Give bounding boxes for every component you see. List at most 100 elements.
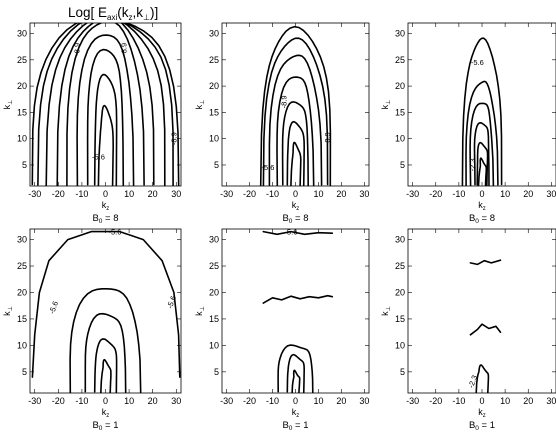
contour-line [56,23,155,186]
x-tick-label: 30 [359,189,369,199]
x-tick-label: -20 [429,396,442,406]
contour-value-label: -5.6 [47,300,60,315]
x-tick-label: 0 [479,189,484,199]
contour-lines [31,23,180,186]
y-tick-label: 15 [209,107,219,117]
panel-caption: B0 = 1 [92,420,118,432]
contour-value-label: -8.9 [120,43,129,56]
plot-frame [407,22,556,187]
contour-line [31,23,180,186]
x-tick-label: 10 [313,396,323,406]
y-tick-label: 20 [17,287,27,297]
y-tick-label: 15 [17,107,27,117]
x-tick-label: 0 [479,396,484,406]
y-tick-label: 15 [209,314,219,324]
y-tick-label: 30 [395,235,405,245]
contour-value-label: -2.3 [466,374,479,389]
contour-line [76,34,135,186]
x-tick-label: -30 [28,396,41,406]
y-axis-label: k⊥ [2,100,14,110]
panels-group: -8.9 -8.9 -8.9 -5.6 -30 -20 -10 0 10 20 30 5 10 15 20 2… [2,22,556,432]
contour-line [477,157,488,186]
y-tick-label: 5 [400,160,405,170]
contour-line [469,102,495,186]
y-tick-label: 20 [17,81,27,91]
y-tick-label: 15 [395,314,405,324]
y-tick-label: 5 [400,367,405,377]
contour-line [286,120,306,186]
x-tick-label: 30 [546,396,556,406]
y-tick-label: 20 [209,287,219,297]
y-tick-label: 5 [22,160,27,170]
panel-top-right: -5.6 -2.3 -30 -20 -10 0 10 20 30 5 10 15 20 25 30 kzB0 … [380,22,556,225]
contour-lines [31,230,181,393]
x-tick-label: -20 [243,396,256,406]
contour-value-label: -5.6 [165,295,178,310]
contour-value-label: -8.9 [169,132,178,145]
x-tick-label: 20 [336,189,346,199]
y-tick-label: 25 [17,261,27,271]
x-axis-label: kz [102,200,110,212]
x-tick-label: 30 [546,189,556,199]
x-tick-label: 20 [336,396,346,406]
contour-lines [461,37,503,186]
y-tick-label: 25 [395,261,405,271]
x-tick-label: 10 [313,189,323,199]
panel-bottom-left: -5.6 -5.6 -5.6 -30 -20 -10 0 10 20 30 5 10 15 20 25 30 k… [2,227,182,432]
x-tick-label: 30 [359,396,369,406]
contour-line [93,338,118,393]
x-axis-label: kz [478,200,486,212]
y-tick-label: 5 [22,367,27,377]
y-tick-label: 30 [209,235,219,245]
contour-line [259,25,332,186]
contour-line [461,37,503,186]
y-axis-label: k⊥ [194,100,206,110]
contour-value-label: -2.3 [468,158,477,171]
contour-line [66,23,145,186]
y-axis-label: k⊥ [2,306,14,316]
contour-line [262,230,334,236]
contour-line [277,344,314,393]
contour-line [84,312,127,393]
contour-value-label: -8.9 [73,43,82,56]
plot-frame [221,22,370,187]
x-tick-label: 20 [523,396,533,406]
x-tick-label: -20 [52,396,65,406]
x-axis-label: kz [478,407,486,419]
x-tick-label: -30 [406,396,419,406]
panel-caption: B0 = 1 [282,420,308,432]
panel-caption: B0 = 1 [469,420,495,432]
y-tick-label: 10 [395,134,405,144]
figure-title: Log[ Eaxi(kz,k⊥)] [68,5,158,22]
y-tick-label: 10 [209,134,219,144]
contour-line [69,287,142,393]
y-tick-label: 25 [209,55,219,65]
x-tick-label: -10 [75,396,88,406]
contour-line [100,358,112,393]
contour-line [290,141,302,186]
x-tick-label: 30 [171,396,181,406]
y-tick-label: 10 [17,340,27,350]
contour-value-label: -5.6 [471,58,484,67]
y-tick-label: 20 [395,81,405,91]
y-tick-label: 10 [209,340,219,350]
contour-value-label: -5.6 [261,163,274,172]
x-tick-label: -10 [452,189,465,199]
x-tick-label: 0 [103,396,108,406]
contour-line [276,76,315,186]
x-axis-label: kz [102,407,110,419]
contour-line [86,48,125,186]
x-tick-label: 10 [500,396,510,406]
y-tick-label: 25 [395,55,405,65]
y-tick-label: 25 [17,55,27,65]
x-tick-label: 0 [293,396,298,406]
contour-line [37,23,174,186]
x-tick-label: -20 [429,189,442,199]
y-tick-label: 15 [17,314,27,324]
x-tick-label: 20 [148,396,158,406]
contour-value-label: -5.6 [92,153,105,162]
x-tick-label: 10 [124,396,134,406]
y-tick-label: 20 [395,287,405,297]
